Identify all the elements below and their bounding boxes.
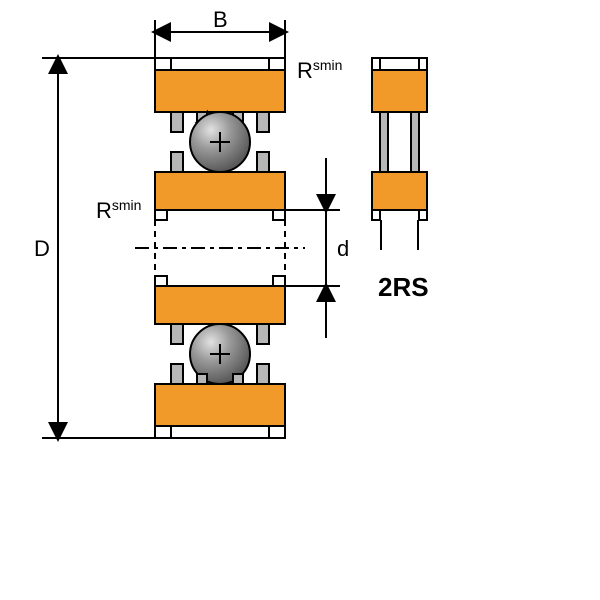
bore-centerline xyxy=(135,220,305,276)
label-Rsmin-inner-R: R xyxy=(96,198,112,223)
outer-race-bottom xyxy=(155,384,285,438)
side-view xyxy=(372,58,427,250)
svg-text:Rsmin: Rsmin xyxy=(297,57,342,83)
label-Rsmin-outer-sup: smin xyxy=(313,57,343,73)
label-D: D xyxy=(34,236,50,261)
svg-text:Rsmin: Rsmin xyxy=(96,197,141,223)
main-cross-section xyxy=(135,58,305,438)
ball-top xyxy=(190,112,250,172)
label-Rsmin-outer-R: R xyxy=(297,58,313,83)
label-d: d xyxy=(337,236,349,261)
label-Rsmin-outer: Rsmin xyxy=(297,57,342,83)
label-Rsmin-inner: Rsmin xyxy=(96,197,141,223)
variant-label: 2RS xyxy=(378,272,429,302)
dimension-B: B xyxy=(155,7,285,58)
label-B: B xyxy=(213,7,228,32)
outer-race-top xyxy=(155,58,285,112)
label-Rsmin-inner-sup: smin xyxy=(112,197,142,213)
